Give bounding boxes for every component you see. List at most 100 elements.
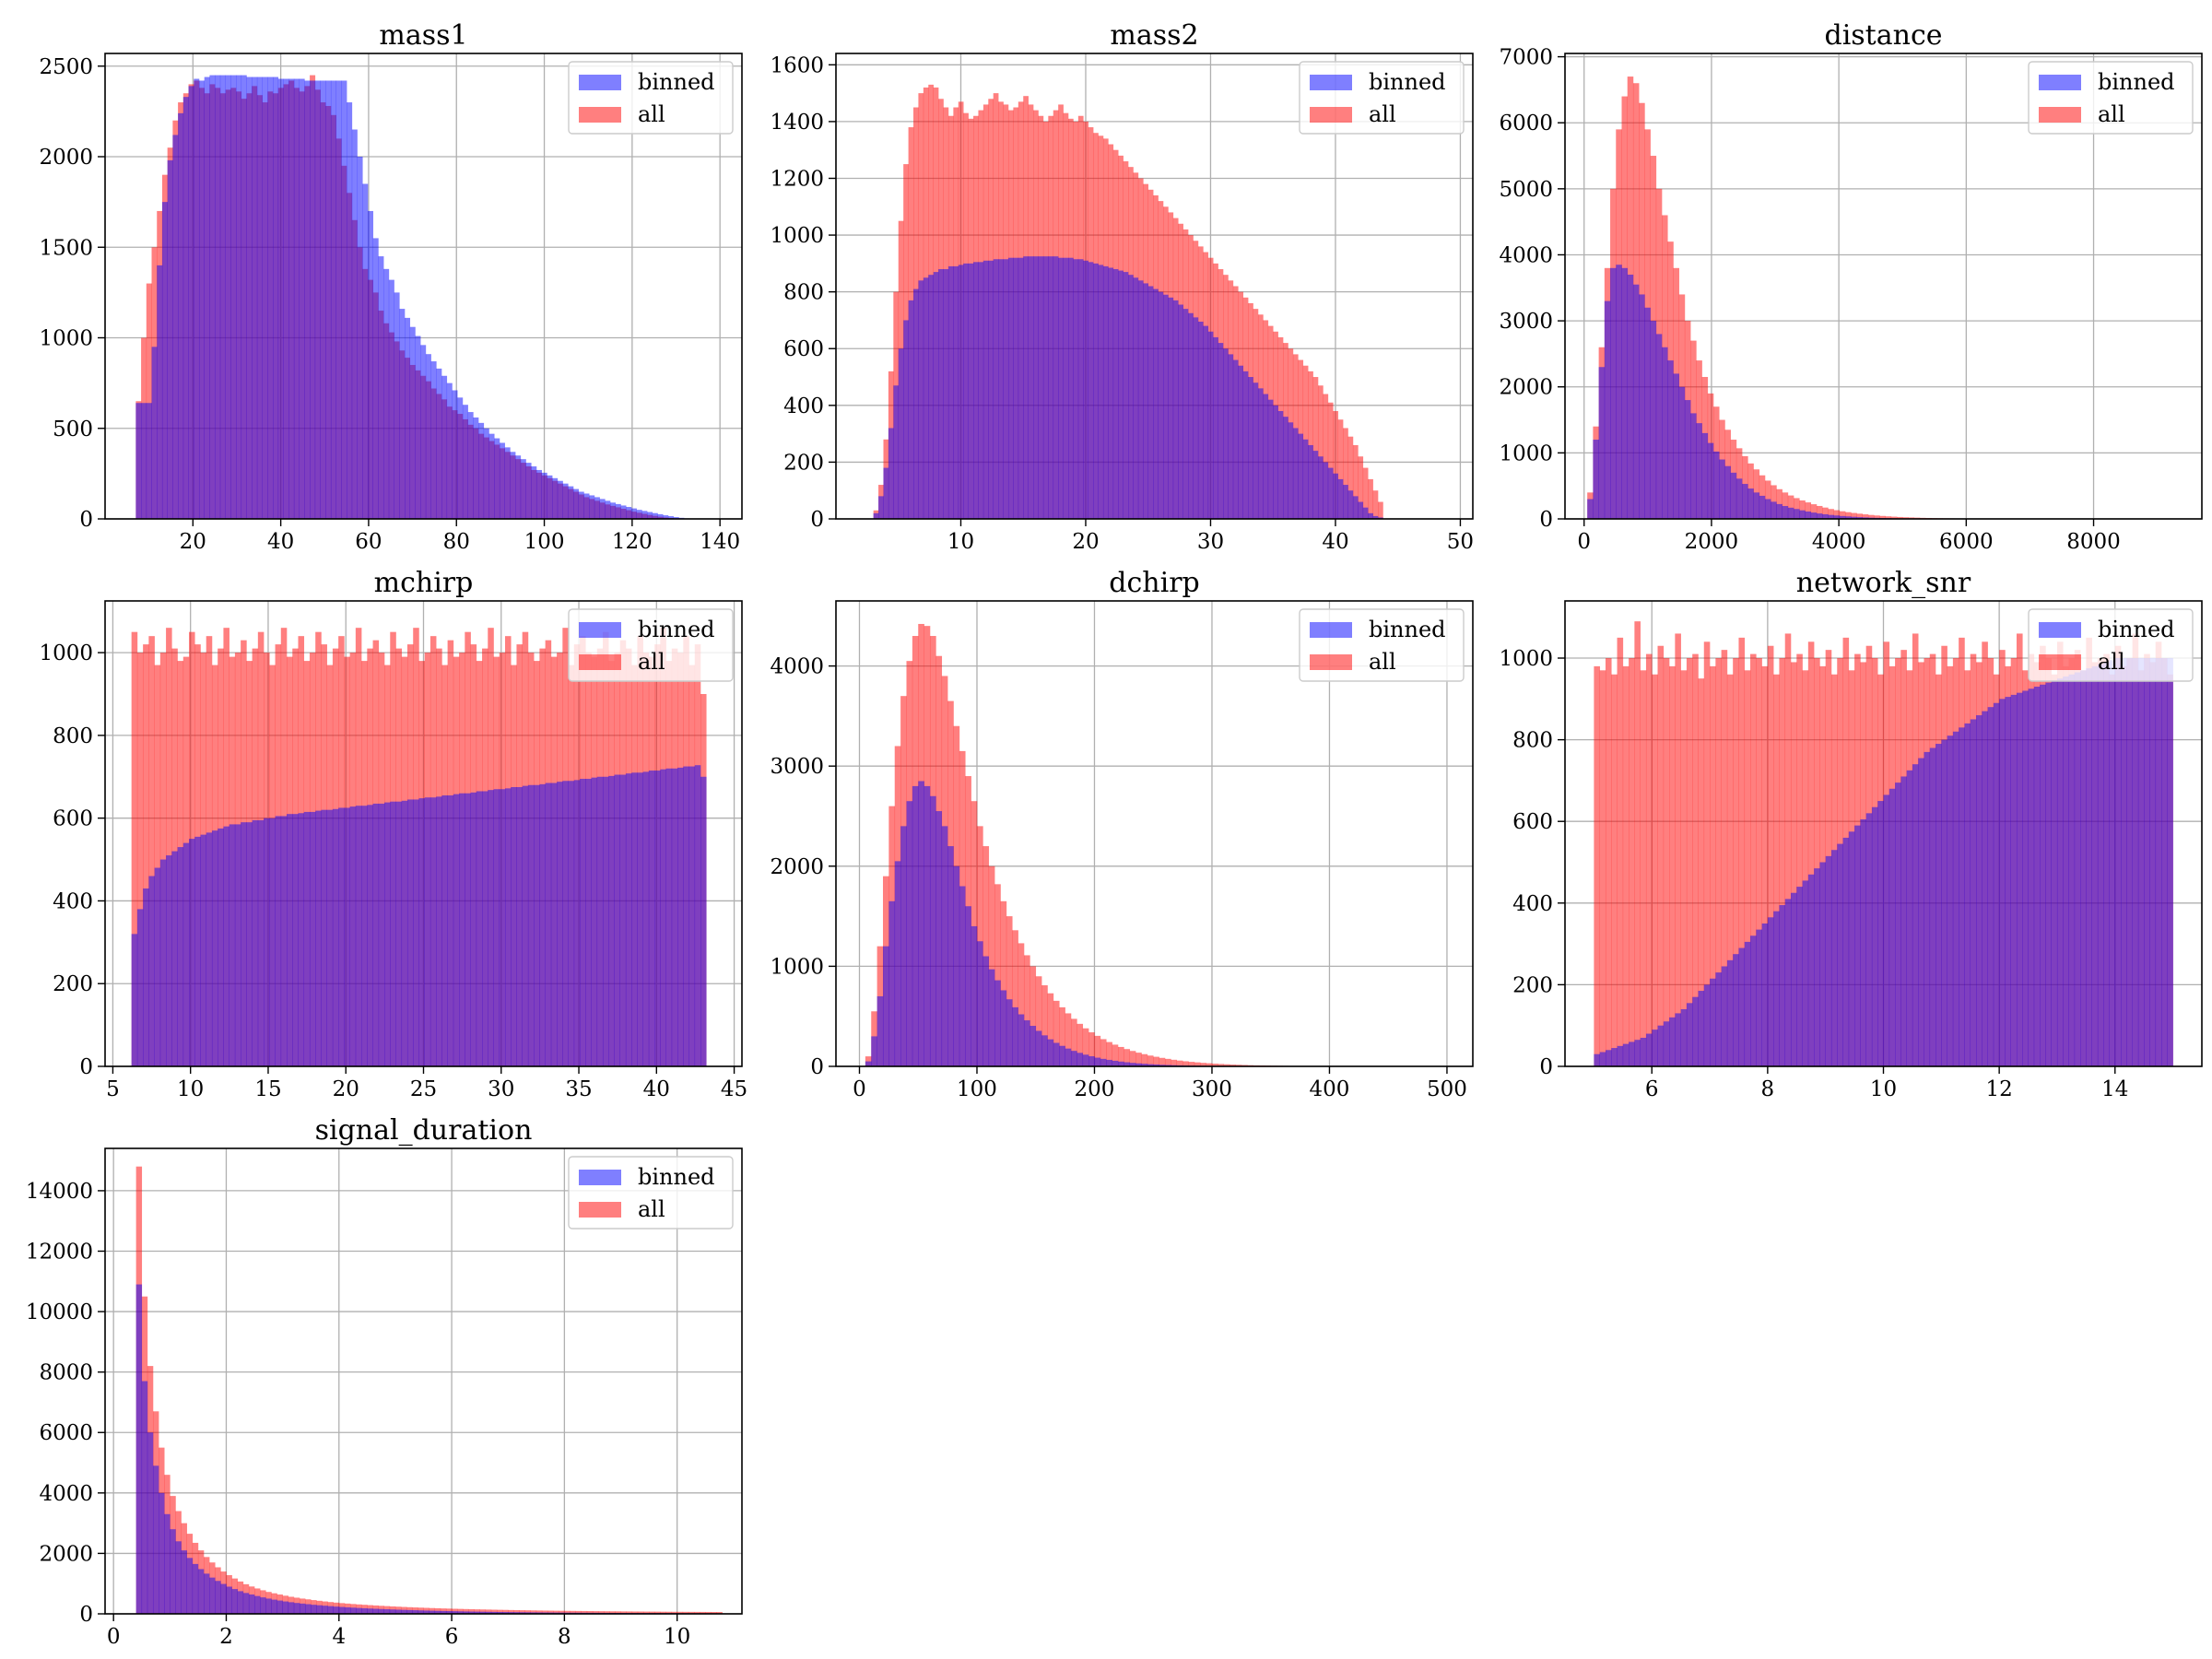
bar-binned xyxy=(293,1603,300,1614)
chart-panel-mass2: 10 20 30 40 50 0 200 400 600 800 1000 1200 1400 1600 m… xyxy=(770,19,1474,554)
bar-binned xyxy=(164,1513,171,1614)
bar-binned xyxy=(1153,1064,1159,1066)
bar-binned xyxy=(1678,386,1686,519)
bar-all xyxy=(1629,658,1635,1066)
bar-binned xyxy=(1669,1017,1676,1066)
bar-binned xyxy=(485,1611,492,1614)
bar-all xyxy=(508,1609,514,1614)
bar-binned xyxy=(488,433,495,519)
bar-all xyxy=(553,1610,559,1614)
bar-binned xyxy=(2126,658,2133,1066)
bar-binned xyxy=(1828,514,1834,519)
chart-title: signal_duration xyxy=(315,1114,533,1147)
bar-binned xyxy=(378,803,385,1066)
bar-binned xyxy=(234,824,241,1066)
bar-binned xyxy=(2040,684,2046,1066)
bar-binned xyxy=(415,335,421,519)
bar-binned xyxy=(351,129,358,520)
bar-binned xyxy=(1123,272,1129,519)
bar-binned xyxy=(2045,682,2052,1066)
bar-binned xyxy=(1063,257,1069,519)
bar-binned xyxy=(1657,1025,1665,1066)
bar-binned xyxy=(282,1601,289,1614)
bar-all xyxy=(1230,1065,1236,1066)
bar-binned xyxy=(405,317,411,519)
bar-binned xyxy=(631,772,638,1066)
bar-binned xyxy=(1947,735,1954,1066)
bar-binned xyxy=(482,791,488,1066)
bar-binned xyxy=(610,502,617,519)
bar-binned xyxy=(545,782,552,1066)
bar-all xyxy=(637,1611,644,1614)
bar-binned xyxy=(1750,935,1757,1066)
bar-binned xyxy=(562,781,569,1066)
x-tick-label: 40 xyxy=(267,530,294,554)
bar-binned xyxy=(657,513,664,519)
bar-binned xyxy=(344,1606,351,1614)
y-tick-label: 0 xyxy=(1539,1055,1553,1079)
bar-all xyxy=(705,1611,712,1614)
bar-binned xyxy=(1605,1050,1612,1066)
bar-binned xyxy=(436,368,442,519)
bar-binned xyxy=(1771,501,1777,519)
bar-binned xyxy=(1312,451,1319,519)
bar-all xyxy=(598,1611,605,1614)
bar-binned xyxy=(476,791,483,1066)
bar-binned xyxy=(141,1381,148,1614)
bar-binned xyxy=(496,1611,503,1614)
bar-binned xyxy=(2097,664,2104,1066)
x-tick-label: 0 xyxy=(853,1077,866,1101)
bar-all xyxy=(1047,993,1054,1066)
legend-swatch-binned xyxy=(1310,75,1352,90)
x-tick-label: 20 xyxy=(333,1077,359,1101)
bar-binned xyxy=(1030,1026,1037,1066)
bar-binned xyxy=(1188,312,1194,519)
chart-panel-distance: 0 2000 4000 6000 8000 0 1000 2000 3000 4000 5000 60… xyxy=(1499,19,2203,554)
axes-frame xyxy=(835,53,1474,520)
bar-binned xyxy=(2132,658,2139,1066)
bar-all xyxy=(1065,1013,1072,1066)
y-tick-label: 0 xyxy=(79,1055,93,1079)
bar-all xyxy=(1018,943,1025,1066)
bar-binned xyxy=(1147,286,1154,519)
bar-binned xyxy=(694,765,701,1066)
bar-binned xyxy=(1337,478,1344,519)
bar-binned xyxy=(580,779,586,1066)
x-tick-label: 14 xyxy=(2101,1077,2128,1101)
bar-binned xyxy=(314,80,321,520)
bar-all xyxy=(1663,658,1670,1066)
chart-panel-mchirp: 5 10 15 20 25 30 35 40 45 0 200 400 600 800 1000 mchirp… xyxy=(39,567,747,1101)
bar-binned xyxy=(299,1603,306,1614)
bar-binned xyxy=(1135,1063,1142,1066)
bar-binned xyxy=(918,781,924,1066)
bar-binned xyxy=(1617,1045,1624,1066)
y-tick-label: 600 xyxy=(1512,810,1553,834)
bar-binned xyxy=(1248,377,1253,519)
bar-binned xyxy=(1094,1057,1101,1066)
bar-all xyxy=(143,644,149,1066)
legend-label-all: all xyxy=(2098,101,2125,127)
bar-binned xyxy=(1003,259,1009,519)
bar-binned xyxy=(1663,1021,1670,1066)
bar-all xyxy=(626,1611,633,1614)
bar-all xyxy=(1030,966,1037,1066)
bar-binned xyxy=(248,1594,255,1614)
bar-binned xyxy=(135,403,142,519)
bar-all xyxy=(1867,514,1875,519)
bar-binned xyxy=(531,466,537,519)
bar-binned xyxy=(499,789,506,1066)
bar-binned xyxy=(1088,262,1094,519)
legend: binned all xyxy=(568,61,734,135)
bar-binned xyxy=(882,946,889,1066)
y-tick-label: 14000 xyxy=(26,1180,93,1204)
bar-binned xyxy=(947,265,954,519)
bar-binned xyxy=(619,774,627,1066)
bar-binned xyxy=(147,1432,154,1614)
bar-all xyxy=(485,1609,492,1614)
bar-binned xyxy=(152,1465,159,1614)
legend: binned all xyxy=(568,608,734,682)
bar-binned xyxy=(1782,506,1789,519)
bar-all xyxy=(1333,410,1338,519)
bar-binned xyxy=(993,259,999,519)
bar-binned xyxy=(315,810,322,1066)
